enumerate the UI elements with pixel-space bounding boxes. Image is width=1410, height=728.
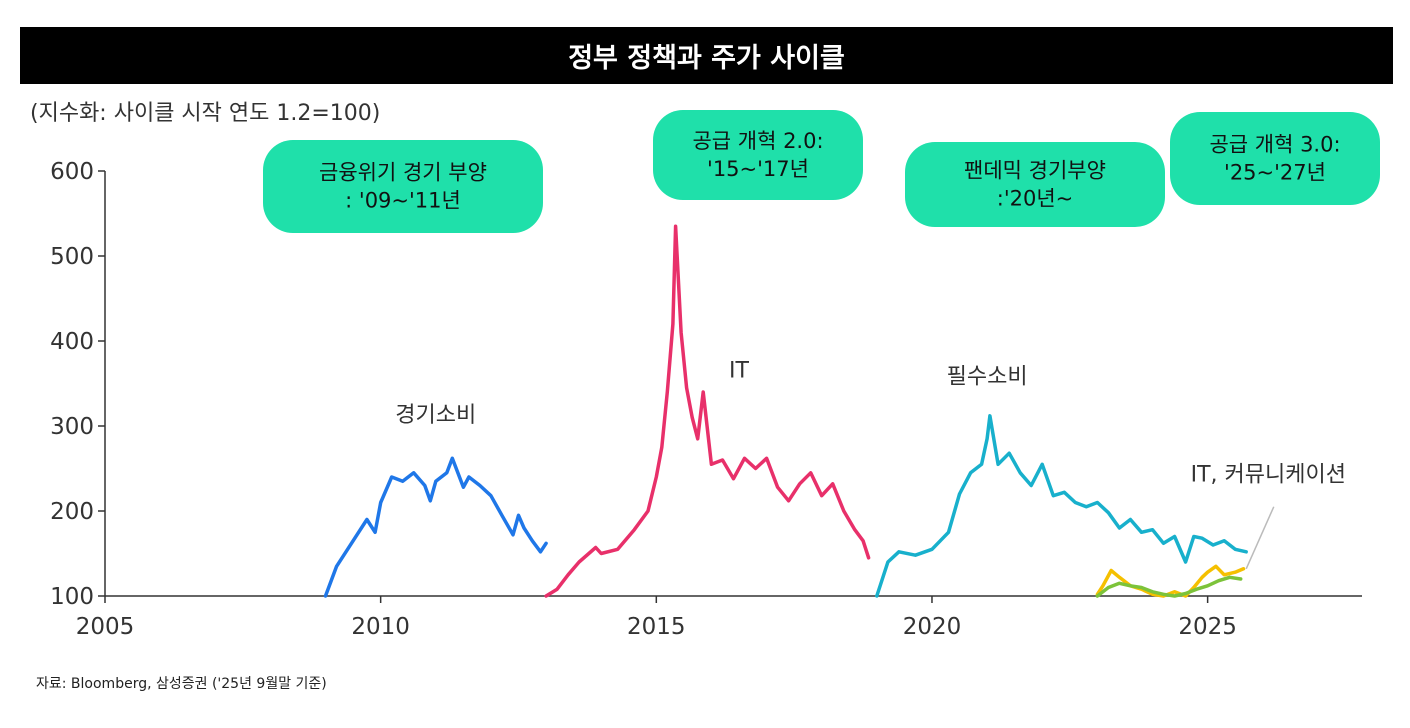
annotation-box-pandemic: 팬데믹 경기부양 :'20년~: [905, 142, 1165, 227]
annotation-text: '15~'17년: [707, 157, 809, 181]
series-label: 경기소비: [395, 403, 476, 428]
series-line-it_2015: [544, 224, 871, 598]
series-line-consumer_discretionary: [323, 456, 548, 598]
annotation-box-supply3: 공급 개혁 3.0: '25~'27년: [1170, 112, 1380, 205]
annotation-text: '25~'27년: [1224, 161, 1326, 185]
series-line-communication_2025: [1095, 575, 1243, 598]
annotation-box-bg: [905, 142, 1165, 227]
series-label: IT: [729, 359, 749, 384]
annotation-text: 팬데믹 경기부양: [964, 159, 1106, 183]
y-tick-label: 400: [50, 329, 94, 355]
series-line-staples: [875, 414, 1248, 598]
chart-title: 정부 정책과 주가 사이클: [568, 43, 845, 74]
series-label-leader: [1245, 506, 1275, 570]
annotation-text: : '09~'11년: [345, 189, 461, 213]
annotation-box-supply2: 공급 개혁 2.0: '15~'17년: [653, 110, 863, 200]
annotation-box-bg: [263, 140, 543, 233]
annotation-boxes: 금융위기 경기 부양 : '09~'11년 공급 개혁 2.0: '15~'17년 팬데…: [263, 110, 1380, 233]
unit-note: (지수화: 사이클 시작 연도 1.2=100): [30, 101, 381, 126]
annotation-box-bg: [1170, 112, 1380, 205]
source-note: 자료: Bloomberg, 삼성증권 ('25년 9월말 기준): [36, 676, 327, 692]
x-tick-label: 2025: [1178, 614, 1237, 640]
annotation-text: 공급 개혁 3.0:: [1209, 133, 1340, 157]
series-label: IT, 커뮤니케이션: [1191, 462, 1346, 487]
chart-series: [323, 224, 1248, 598]
x-tick-label: 2005: [76, 614, 135, 640]
series-label: 필수소비: [947, 365, 1028, 390]
annotation-text: 공급 개혁 2.0:: [692, 129, 823, 153]
x-tick-label: 2010: [351, 614, 410, 640]
y-tick-label: 100: [50, 584, 94, 610]
x-tick-label: 2015: [627, 614, 686, 640]
y-tick-label: 200: [50, 499, 94, 525]
chart-title-bar: 정부 정책과 주가 사이클: [20, 27, 1393, 84]
x-tick-label: 2020: [903, 614, 962, 640]
y-tick-label: 600: [50, 159, 94, 185]
annotation-text: :'20년~: [997, 187, 1074, 211]
annotation-text: 금융위기 경기 부양: [319, 161, 487, 185]
annotation-box-gfc: 금융위기 경기 부양 : '09~'11년: [263, 140, 543, 233]
y-tick-label: 300: [50, 414, 94, 440]
annotation-box-bg: [653, 110, 863, 200]
chart-axes: 100 200 300 400 500 600 2005 2010 2015 2020 2025: [50, 159, 1362, 640]
y-tick-label: 500: [50, 244, 94, 270]
series-labels: 경기소비 IT 필수소비 IT, 커뮤니케이션: [395, 359, 1346, 570]
series-line-it_2025: [1095, 564, 1246, 598]
